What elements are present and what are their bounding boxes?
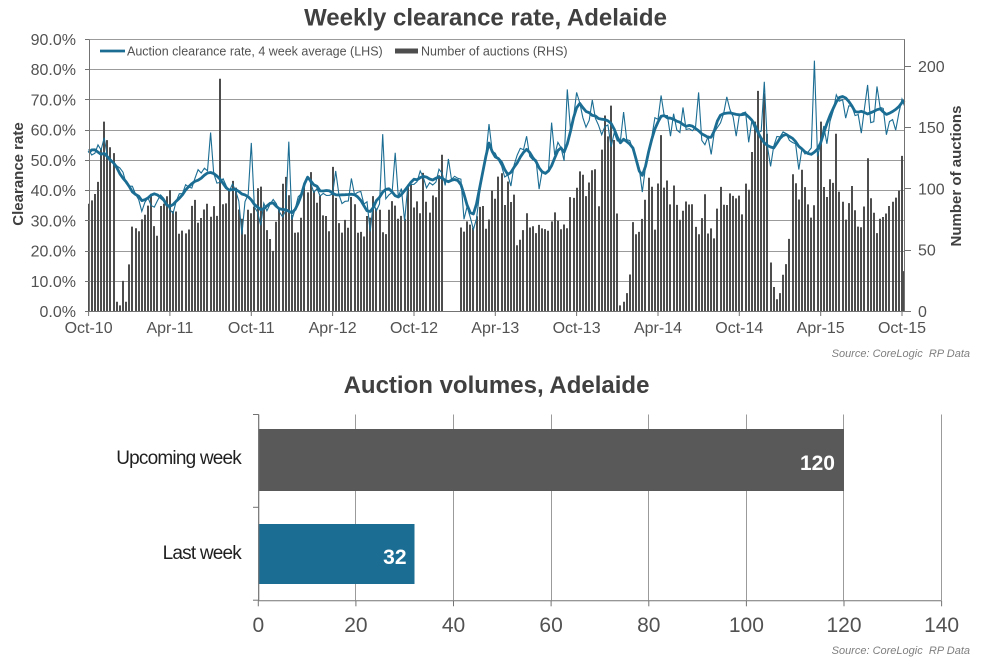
svg-text:120: 120 [800, 452, 835, 475]
svg-text:50.0%: 50.0% [31, 153, 76, 170]
svg-text:Oct-13: Oct-13 [553, 320, 601, 337]
svg-text:Oct-11: Oct-11 [228, 320, 275, 337]
svg-text:Oct-10: Oct-10 [65, 320, 113, 337]
svg-text:Clearance rate: Clearance rate [10, 122, 27, 225]
svg-text:Apr-15: Apr-15 [797, 320, 845, 337]
svg-text:10.0%: 10.0% [31, 274, 76, 291]
svg-text:0: 0 [252, 614, 264, 637]
svg-text:0.0%: 0.0% [40, 304, 76, 321]
svg-text:60.0%: 60.0% [31, 123, 76, 140]
svg-text:Number of auctions: Number of auctions [948, 106, 965, 247]
svg-text:Oct-12: Oct-12 [390, 320, 438, 337]
svg-text:Auction volumes, Adelaide: Auction volumes, Adelaide [344, 372, 650, 399]
svg-text:Upcoming week: Upcoming week [116, 448, 242, 469]
svg-text:140: 140 [924, 614, 959, 637]
svg-text:Apr-12: Apr-12 [309, 320, 357, 337]
svg-text:80.0%: 80.0% [31, 62, 76, 79]
svg-text:40: 40 [442, 614, 465, 637]
svg-text:Apr-13: Apr-13 [471, 320, 519, 337]
svg-text:Oct-15: Oct-15 [878, 320, 926, 337]
svg-text:60: 60 [539, 614, 562, 637]
svg-text:100: 100 [918, 182, 945, 199]
svg-text:Apr-14: Apr-14 [634, 320, 682, 337]
svg-text:Oct-14: Oct-14 [715, 320, 763, 337]
svg-text:200: 200 [918, 59, 945, 76]
svg-text:0: 0 [918, 304, 927, 321]
svg-text:Source: CoreLogic RP Data: Source: CoreLogic RP Data [832, 645, 970, 657]
svg-text:Last week: Last week [163, 543, 243, 564]
svg-text:20: 20 [344, 614, 367, 637]
svg-text:90.0%: 90.0% [31, 32, 76, 49]
svg-text:50: 50 [918, 243, 936, 260]
svg-text:80: 80 [637, 614, 660, 637]
svg-text:100: 100 [729, 614, 764, 637]
svg-text:Auction clearance rate, 4 week: Auction clearance rate, 4 week average (… [127, 45, 383, 59]
svg-text:70.0%: 70.0% [31, 93, 76, 110]
svg-text:150: 150 [918, 120, 945, 137]
svg-text:32: 32 [383, 546, 406, 569]
svg-text:Apr-11: Apr-11 [146, 320, 193, 337]
svg-text:120: 120 [826, 614, 861, 637]
svg-text:40.0%: 40.0% [31, 183, 76, 200]
svg-text:Weekly clearance rate, Adelaid: Weekly clearance rate, Adelaide [304, 5, 667, 32]
svg-text:Source: CoreLogic RP Data: Source: CoreLogic RP Data [832, 348, 970, 360]
svg-text:30.0%: 30.0% [31, 213, 76, 230]
svg-text:20.0%: 20.0% [31, 244, 76, 261]
svg-text:Number of auctions (RHS): Number of auctions (RHS) [421, 45, 568, 59]
